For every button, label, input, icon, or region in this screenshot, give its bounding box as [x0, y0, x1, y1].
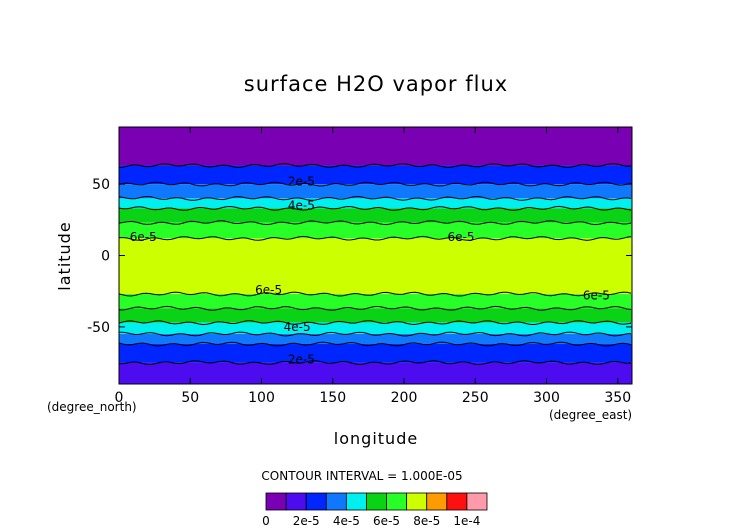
contour-line-7: [118, 291, 632, 297]
y-tick-label-2: 50: [92, 177, 110, 193]
colorbar-swatch-1: [285, 492, 307, 511]
contour-band-7: [119, 294, 632, 309]
contour-line-5: [118, 220, 632, 226]
contour-band-8: [119, 308, 632, 323]
y-tick-label-1: 0: [101, 249, 110, 265]
colorbar-swatch-6: [386, 492, 408, 511]
y-axis: -50 0 50: [87, 177, 632, 336]
contour-label-7: 2e-5: [288, 353, 315, 367]
colorbar-swatch-3: [325, 492, 347, 511]
colorbar-swatch-4: [345, 492, 367, 511]
contour-label-4: 6e-5: [255, 283, 282, 297]
colorbar-swatch-2: [305, 492, 327, 511]
contour-band-4: [119, 208, 632, 223]
colorbar: 0 2e-5 4e-5 6e-5 8e-5 1e-4: [262, 492, 488, 528]
x-tick-label-3: 150: [319, 390, 346, 406]
contour-line-3: [118, 195, 632, 201]
x-tick-label-7: 350: [604, 390, 631, 406]
colorbar-label-0: 0: [262, 514, 270, 528]
colorbar-swatch-10: [466, 492, 488, 511]
colorbar-label-4: 8e-5: [413, 514, 440, 528]
x-tick-label-0: 0: [115, 390, 124, 406]
contour-band-9: [119, 322, 632, 335]
x-axis: 0 50 100 150 200 250 300 350: [115, 127, 631, 406]
colorbar-swatch-7: [406, 492, 428, 511]
x-tick-label-6: 300: [533, 390, 560, 406]
contour-line-12: [118, 360, 632, 366]
contour-label-0: 2e-5: [288, 174, 315, 188]
contour-label-3: 6e-5: [448, 230, 475, 244]
x-axis-title: longitude: [334, 429, 418, 448]
contour-label-5: 6e-5: [583, 288, 610, 302]
contour-band-2: [119, 184, 632, 199]
colorbar-swatch-9: [446, 492, 468, 511]
colorbar-label-5: 1e-4: [453, 514, 480, 528]
colorbar-label-1: 2e-5: [293, 514, 320, 528]
y-unit-label: (degree_north): [47, 400, 137, 414]
y-axis-title: latitude: [55, 221, 74, 290]
x-tick-label-2: 100: [248, 390, 275, 406]
contour-label-2: 6e-5: [130, 230, 157, 244]
contour-band-11: [119, 344, 632, 363]
plot-area: 2e-5 4e-5 6e-5 6e-5 6e-5 6e-5 4e-5 2e-5: [118, 126, 633, 385]
contour-line-4: [118, 205, 632, 211]
colorbar-swatch-5: [366, 492, 387, 511]
contour-line-1: [118, 163, 632, 169]
contour-label-1: 4e-5: [288, 199, 315, 213]
x-tick-label-4: 200: [391, 390, 418, 406]
contour-label-6: 4e-5: [284, 320, 311, 334]
contour-band-3: [119, 198, 632, 209]
contour-line-6: [118, 235, 632, 241]
x-unit-label: (degree_east): [549, 408, 632, 422]
contour-band-0: [119, 127, 632, 166]
contour-band-1: [119, 165, 632, 185]
colorbar-label-2: 4e-5: [333, 514, 360, 528]
x-tick-label-1: 50: [181, 390, 199, 406]
chart-title: surface H2O vapor flux: [244, 72, 508, 96]
contour-line-2: [118, 181, 632, 187]
colorbar-swatch-8: [426, 492, 448, 511]
contour-interval-text: CONTOUR INTERVAL = 1.000E-05: [261, 469, 462, 483]
y-tick-label-0: -50: [87, 320, 110, 336]
contour-band-10: [119, 334, 632, 345]
contour-band-5: [119, 222, 632, 239]
colorbar-swatch-0: [265, 492, 287, 511]
contour-line-8: [118, 305, 632, 311]
contour-band-6: [119, 238, 632, 295]
contour-line-9: [118, 320, 632, 326]
contour-band-12: [119, 362, 632, 384]
contour-line-10: [119, 331, 632, 337]
contour-line-11: [118, 341, 632, 347]
colorbar-label-3: 6e-5: [373, 514, 400, 528]
x-tick-label-5: 250: [462, 390, 489, 406]
